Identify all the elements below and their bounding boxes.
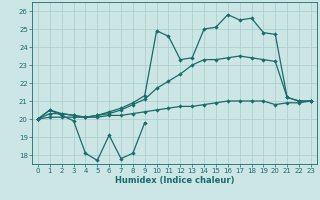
X-axis label: Humidex (Indice chaleur): Humidex (Indice chaleur) xyxy=(115,176,234,185)
